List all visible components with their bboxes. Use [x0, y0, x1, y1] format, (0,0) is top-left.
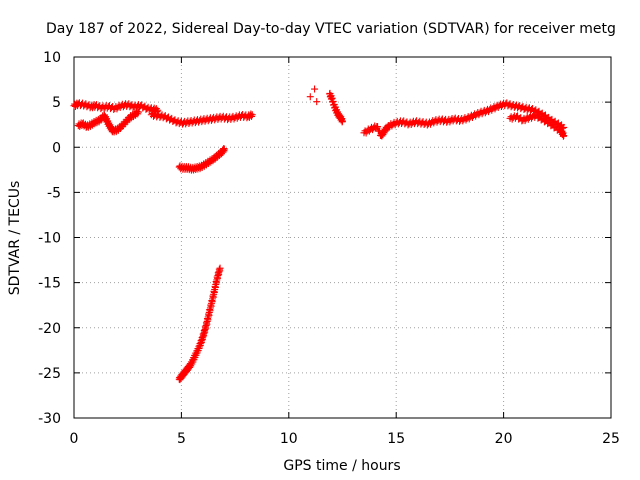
x-tick-label: 25	[602, 431, 620, 447]
data-point	[339, 117, 346, 125]
series-arc-evening-lower	[506, 111, 568, 140]
data-point	[560, 132, 568, 140]
y-axis-label: SDTVAR / TECUs	[7, 181, 23, 296]
y-tick-label: -15	[38, 276, 61, 292]
y-tick-label: 0	[52, 140, 61, 156]
y-tick-label: 10	[43, 50, 61, 66]
y-tick-label: -10	[38, 231, 61, 247]
series-arc-negative-deep	[175, 264, 224, 384]
series-arc-morning	[147, 110, 256, 128]
series-arc-upper-early	[70, 99, 162, 115]
y-tick-label: -20	[38, 321, 61, 337]
data-point	[248, 112, 256, 120]
data-point	[374, 123, 382, 131]
data-point	[560, 123, 568, 131]
series-arc-lower-early	[74, 108, 142, 136]
y-tick-label: -30	[38, 411, 61, 427]
x-tick-label: 20	[495, 431, 513, 447]
series-arc-afternoon	[360, 99, 568, 140]
series-arc-negative-small	[175, 145, 228, 174]
data-point	[306, 93, 314, 101]
y-tick-label: -25	[38, 366, 61, 382]
x-tick-label: 10	[280, 431, 298, 447]
series-sparse-noon	[306, 85, 321, 106]
x-tick-label: 0	[70, 431, 79, 447]
data-point	[216, 264, 224, 272]
y-tick-label: -5	[47, 185, 61, 201]
data-point	[134, 108, 142, 116]
x-axis-label: GPS time / hours	[283, 458, 400, 474]
data-point	[248, 111, 256, 119]
data-points	[70, 85, 568, 384]
data-point	[313, 98, 321, 106]
grid	[74, 57, 611, 418]
x-tick-label: 15	[387, 431, 405, 447]
data-point	[220, 145, 228, 153]
plot-frame	[73, 56, 612, 419]
data-point	[311, 85, 319, 93]
x-tick-label: 5	[177, 431, 186, 447]
series-arc-midday	[326, 89, 346, 126]
chart-title: Day 187 of 2022, Sidereal Day-to-day VTE…	[46, 21, 616, 37]
y-tick-label: 5	[52, 95, 61, 111]
